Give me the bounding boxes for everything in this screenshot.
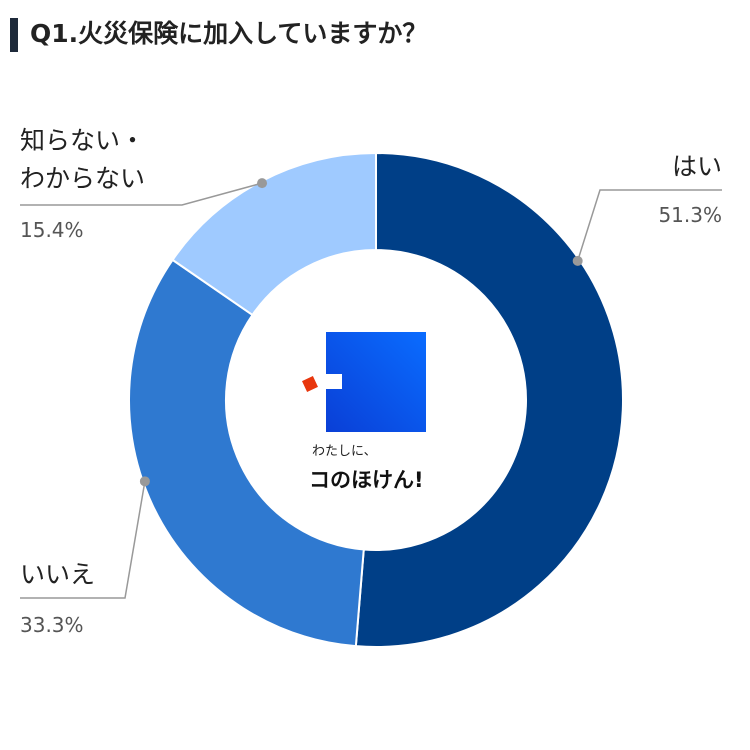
leader-dot [139, 476, 150, 487]
logo-tagline: わたしに、 [312, 444, 377, 459]
leader-line [576, 189, 722, 262]
logo-name: コのほけん! [309, 468, 424, 492]
donut-segment [128, 258, 365, 648]
logo-accent [302, 376, 318, 392]
donut-segment [171, 151, 377, 317]
leader-line [20, 182, 263, 206]
logo [302, 332, 426, 432]
leader-dot [572, 255, 583, 266]
leader-line [20, 481, 146, 599]
logo-notch [322, 374, 342, 389]
slice-label: いいえ [20, 560, 96, 589]
value-label: 33.3% [20, 613, 84, 637]
logo-square [326, 332, 426, 432]
slice-label: はい [671, 152, 722, 181]
value-label: 51.3% [658, 203, 722, 227]
slice-label: 知らない・ わからない [20, 126, 146, 193]
leader-dot [257, 178, 268, 189]
value-label: 15.4% [20, 218, 84, 242]
chart-title: Q1.火災保険に加入していますか？ [30, 19, 428, 48]
donut [20, 151, 722, 648]
title-bar [10, 18, 18, 52]
